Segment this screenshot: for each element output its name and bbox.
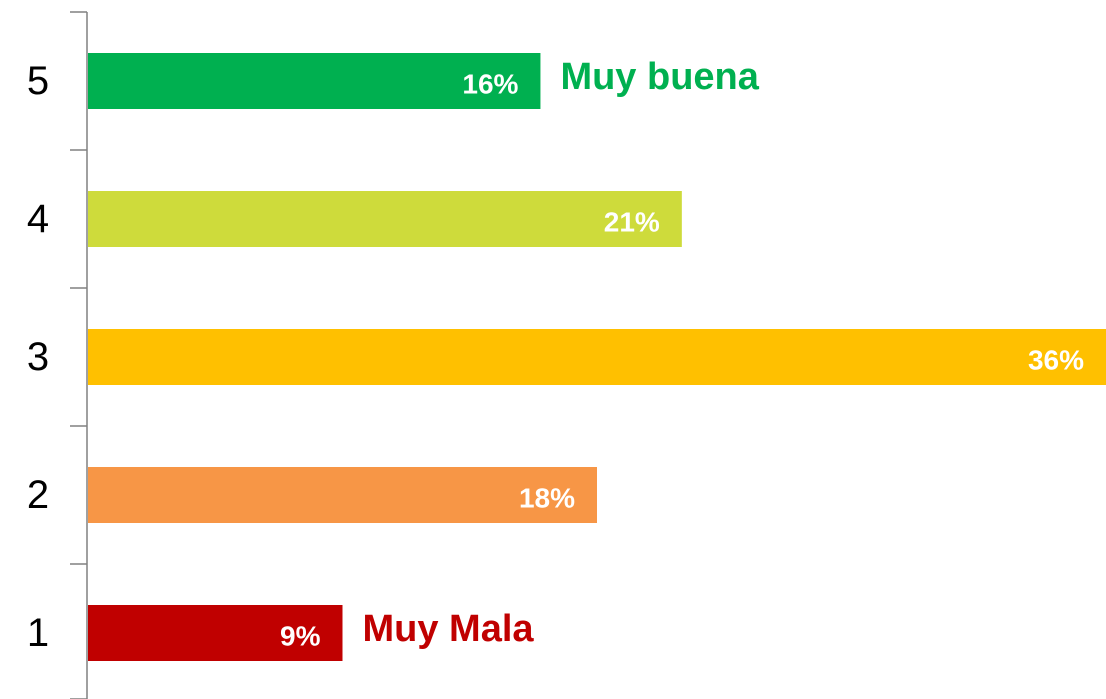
y-tick-label: 4: [27, 197, 49, 241]
y-tick-label: 1: [27, 611, 49, 655]
data-label: 18%: [519, 483, 575, 514]
y-tick-label: 3: [27, 335, 49, 379]
y-tick-label: 5: [27, 59, 49, 103]
y-tick-label: 2: [27, 473, 49, 517]
bar: [88, 467, 597, 523]
bar: [88, 605, 343, 661]
data-label: 36%: [1028, 345, 1084, 376]
annotation: Muy buena: [560, 56, 759, 98]
annotation: Muy Mala: [363, 608, 535, 650]
bar: [88, 329, 1106, 385]
data-label: 16%: [462, 69, 518, 100]
data-label: 21%: [604, 207, 660, 238]
bar: [88, 53, 541, 109]
data-label: 9%: [280, 621, 321, 652]
bar: [88, 191, 682, 247]
